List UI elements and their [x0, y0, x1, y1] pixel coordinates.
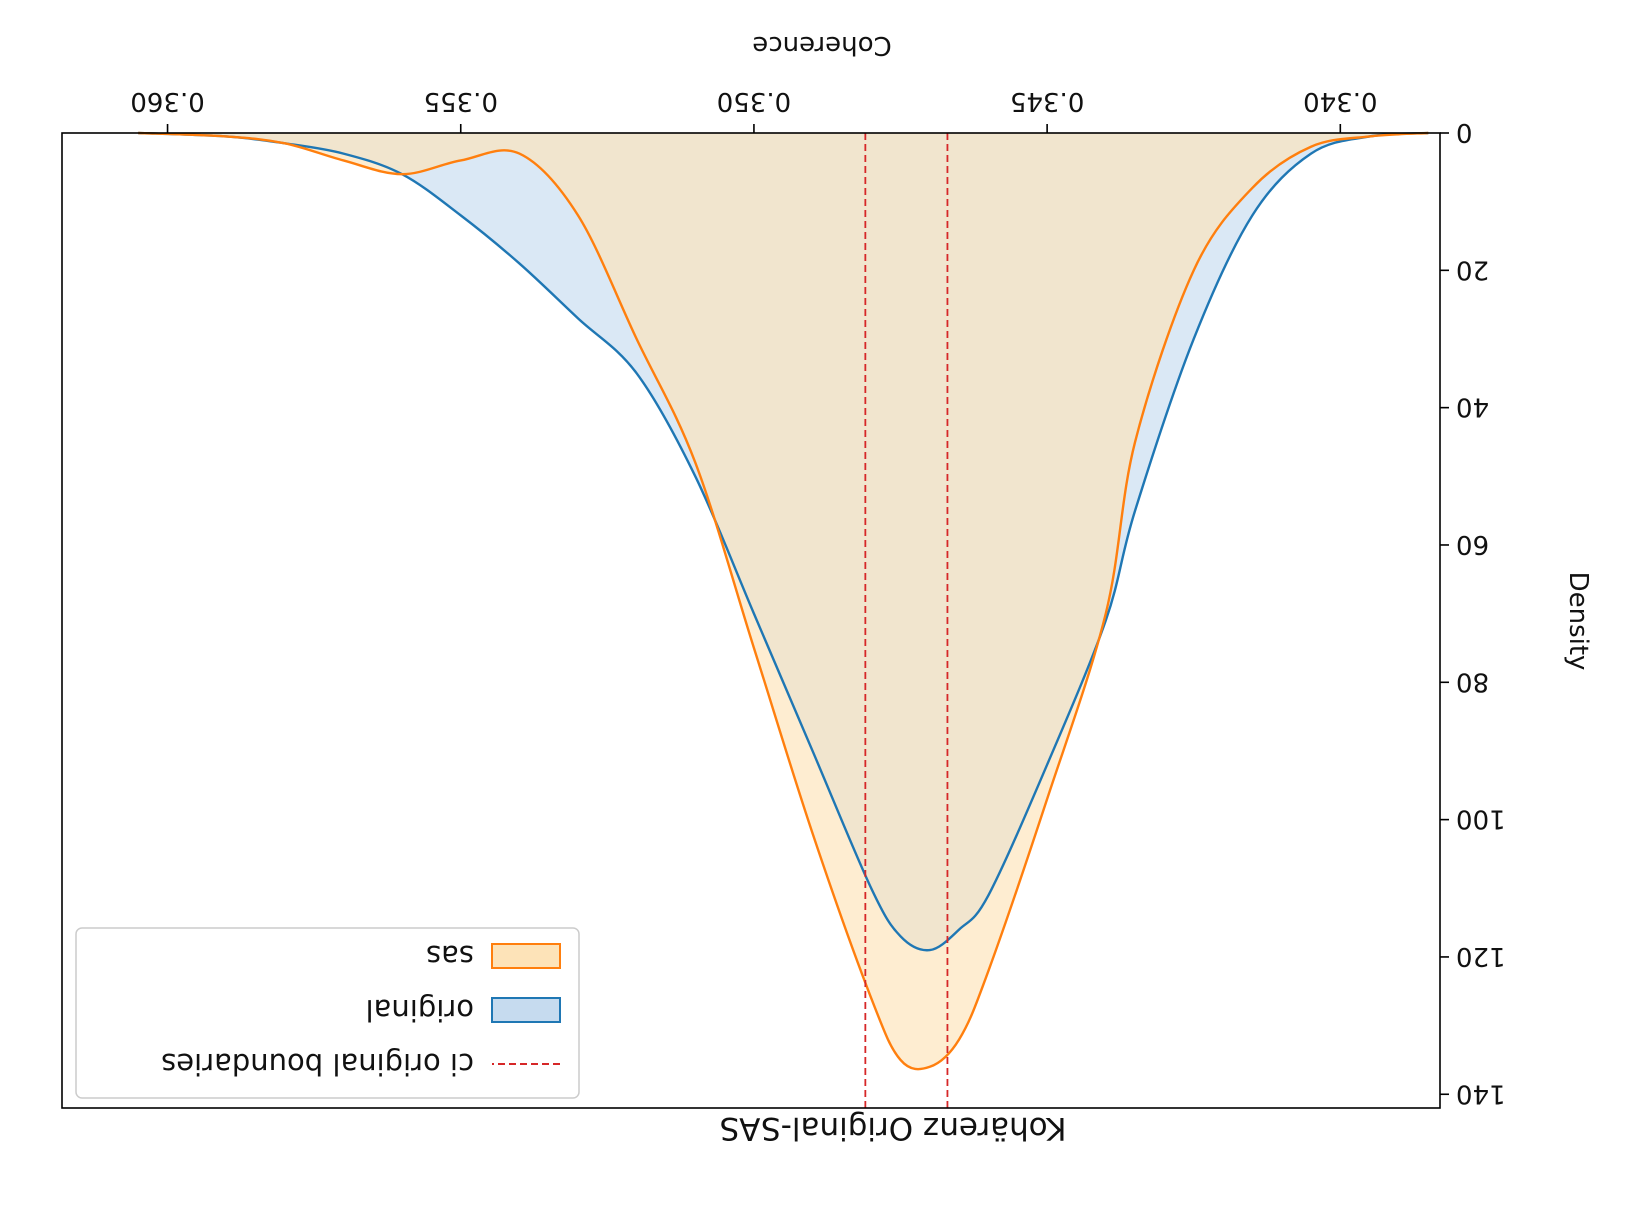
x-tick-label: 0.345	[1010, 86, 1084, 116]
density-lines	[138, 131, 1429, 1071]
y-tick-label: 40	[1456, 392, 1489, 422]
legend-label-original: original	[366, 993, 474, 1027]
plot-area	[138, 131, 1429, 1108]
y-tick-label: 120	[1456, 941, 1506, 971]
area-fill-sas	[138, 133, 1429, 1070]
legend-swatch-sas	[491, 943, 561, 969]
legend-swatch-original	[491, 997, 561, 1023]
y-tick-label: 100	[1456, 804, 1506, 834]
y-tick-label: 60	[1456, 529, 1489, 559]
density-line-original	[138, 131, 1429, 952]
y-axis: 0 20 40 60 80 100 120 140	[1440, 117, 1506, 1108]
x-tick-label: 0.360	[130, 86, 204, 116]
x-tick-label: 0.350	[717, 86, 791, 116]
x-axis-label: Coherence	[752, 30, 891, 60]
y-tick-label: 20	[1456, 254, 1489, 284]
x-tick-label: 0.355	[424, 86, 498, 116]
density-fills	[138, 133, 1429, 1070]
density-line-sas	[138, 131, 1429, 1071]
legend-label-sas: sas	[426, 939, 474, 973]
x-tick-label: 0.340	[1303, 86, 1377, 116]
plot-frame	[61, 132, 1441, 1109]
legend-items: ci original boundaries original sas	[161, 939, 561, 1081]
y-axis-label: Density	[1563, 572, 1593, 671]
legend-box	[75, 927, 580, 1099]
chart-title: Kohärenz Original-SAS	[720, 1110, 1067, 1146]
y-tick-label: 140	[1456, 1078, 1506, 1108]
legend-label-ci: ci original boundaries	[161, 1047, 474, 1081]
x-axis: 0.340 0.345 0.350 0.355 0.360	[130, 86, 1378, 133]
ci-boundary-lines	[864, 133, 949, 1108]
legend: ci original boundaries original sas	[75, 927, 580, 1099]
y-tick-label: 0	[1456, 117, 1473, 147]
y-tick-label: 80	[1456, 666, 1489, 696]
